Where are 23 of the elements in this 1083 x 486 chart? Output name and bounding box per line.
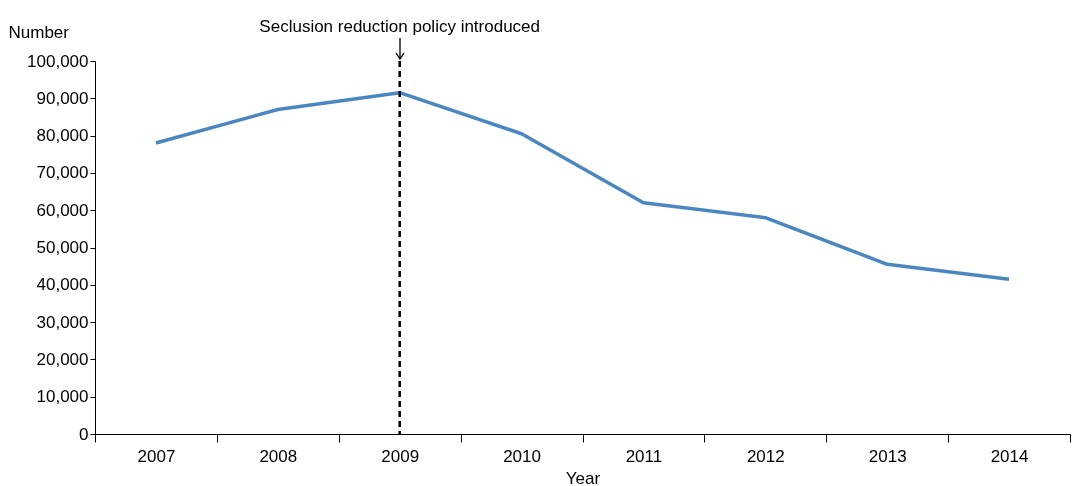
ref-line-label: Seclusion reduction policy introduced (259, 17, 541, 36)
x-tick-label: 2012 (746, 446, 785, 466)
y-tick-label: 0 (79, 424, 89, 444)
line-series (154, 90, 1011, 281)
x-tick-label: 2013 (868, 446, 907, 466)
y-tick-label: 100,000 (27, 51, 89, 71)
x-tick-label: 2007 (137, 446, 176, 466)
y-tick-label: 70,000 (36, 163, 89, 183)
x-tick-label: 2010 (503, 446, 541, 466)
x-tick-label: 2008 (259, 446, 298, 466)
y-axis-title: Number (8, 22, 70, 42)
x-tick-label: 2014 (990, 446, 1029, 466)
y-tick-label: 20,000 (36, 349, 89, 369)
x-axis-title: Year (565, 468, 601, 486)
x-tick-label: 2011 (625, 446, 663, 466)
y-tick-label: 30,000 (36, 312, 89, 332)
x-tick-label: 2009 (381, 446, 420, 466)
y-tick-label: 10,000 (36, 387, 89, 407)
y-tick-label: 90,000 (36, 88, 89, 108)
y-tick-label: 40,000 (36, 275, 89, 295)
y-tick-label: 60,000 (36, 200, 89, 220)
y-tick-label: 80,000 (36, 126, 89, 146)
y-tick-label: 50,000 (36, 238, 89, 257)
